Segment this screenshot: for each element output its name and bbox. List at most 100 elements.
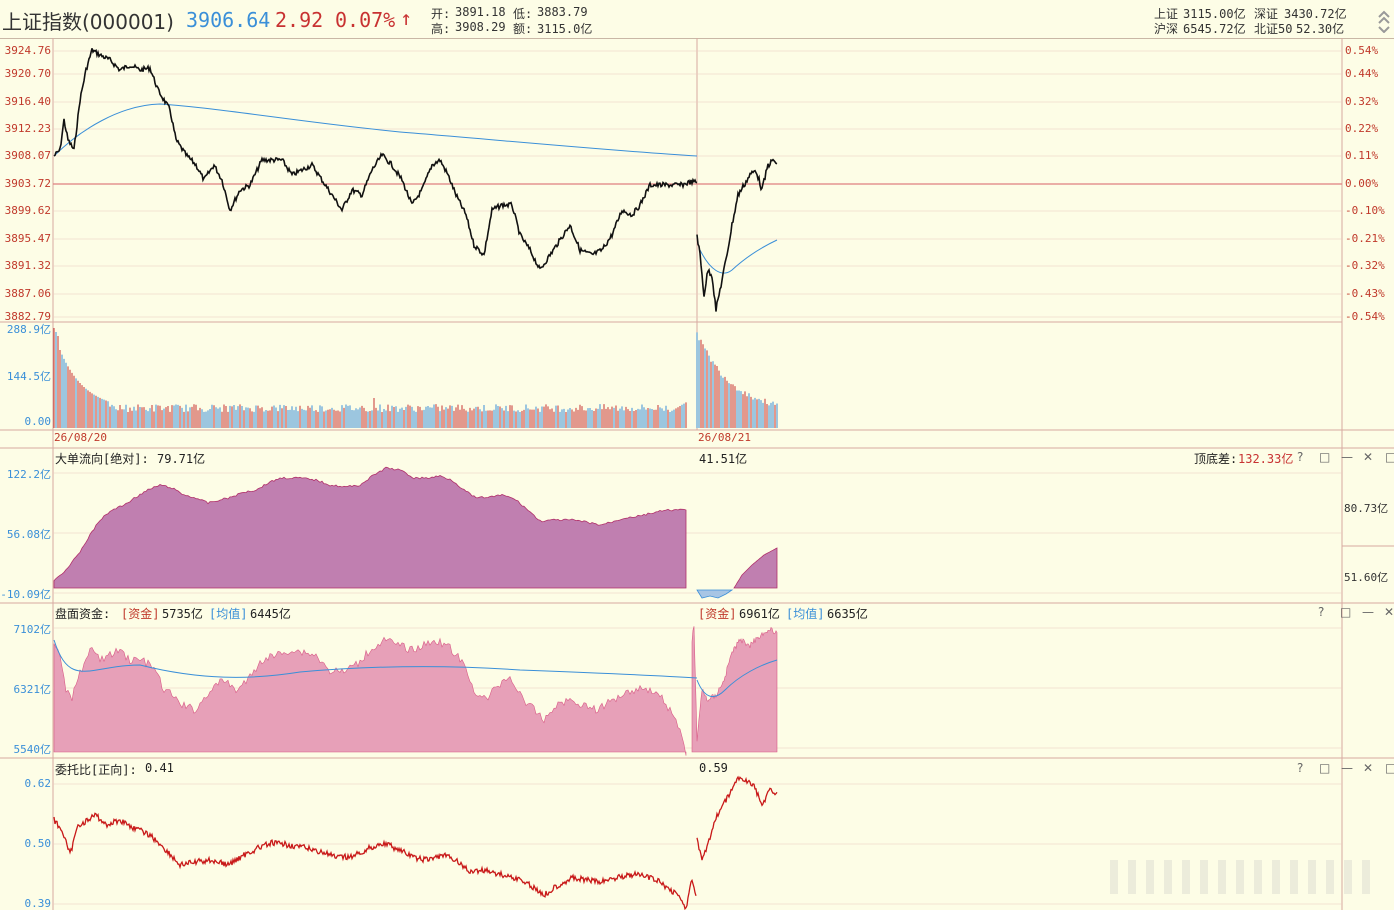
capital-fund-value: 5735亿 [162,607,203,621]
axis-tick-label: 0.62 [24,777,52,790]
capital-avg-tag-2: [均值] [786,607,825,621]
sh-value: 3115.00亿 [1183,7,1246,21]
low-value: 3883.79 [537,5,588,19]
axis-tick-label: 0.22% [1345,122,1379,135]
axis-tick-label: 0.32% [1345,95,1379,108]
bj-value: 52.30亿 [1296,22,1345,36]
maximize-icon[interactable]: □ [1385,450,1394,464]
date-label-1: 26/08/20 [54,431,107,444]
bigorder-area-day2 [733,547,778,589]
capital-avg-tag: [均值] [209,607,248,621]
capital-avg-value-2: 6635亿 [827,607,868,621]
axis-tick-label: -0.21% [1345,232,1385,245]
sh-label: 上证 [1154,7,1179,21]
restore-icon[interactable]: □ [1340,605,1352,619]
capital-avg-line-day2 [696,659,778,698]
low-label: 低: [513,7,533,21]
axis-tick-label: 144.5亿 [6,370,51,383]
price-line-day1 [53,48,698,270]
axis-tick-label: 3903.72 [4,177,51,190]
bigorder-right-axis-2: 51.60亿 [1344,571,1389,584]
axis-tick-label: 3924.76 [4,44,51,57]
bigorder-right-axis-1: 80.73亿 [1344,502,1389,515]
axis-tick-label: 3912.23 [4,122,51,135]
help-icon[interactable]: ? [1297,450,1304,464]
sz-value: 3430.72亿 [1284,7,1347,21]
capital-fund-tag: [资金] [121,607,160,621]
help-icon[interactable]: ? [1318,605,1325,619]
bigorder-negative-area [696,589,734,599]
topbottom-value: 132.33亿 [1238,452,1294,466]
axis-tick-label: 3916.40 [4,95,51,108]
hs-value: 6545.72亿 [1183,22,1246,36]
minimize-icon[interactable]: — [1341,761,1353,775]
axis-tick-label: -10.09亿 [0,588,51,601]
axis-tick-label: 3887.06 [4,287,51,300]
axis-tick-label: 3891.32 [4,259,51,272]
axis-tick-label: -0.54% [1345,310,1385,323]
minimize-icon[interactable]: — [1362,605,1374,619]
capital-fund-tag-2: [资金] [698,607,737,621]
close-icon[interactable]: ✕ [1384,605,1394,619]
help-icon[interactable]: ? [1297,761,1304,775]
axis-tick-label: 0.00% [1345,177,1379,190]
axis-tick-label: 0.44% [1345,67,1379,80]
axis-tick-label: 0.39 [24,897,52,910]
entrust-label: 委托比[正向]: [55,763,137,777]
axis-tick-label: 288.9亿 [6,323,51,336]
price-change: 2.92 [275,8,324,32]
maximize-icon[interactable]: □ [1385,761,1394,775]
bigorder-area-day1 [53,466,687,589]
axis-tick-label: 6321亿 [13,683,52,696]
axis-tick-label: 0.00 [24,415,52,428]
capital-avg-value: 6445亿 [250,607,291,621]
topbottom-label: 顶底差: [1194,452,1238,466]
restore-icon[interactable]: □ [1319,450,1331,464]
up-arrow-icon: ↑ [400,6,413,30]
restore-icon[interactable]: □ [1319,761,1331,775]
high-label: 高: [431,22,451,36]
entrust-line-day1 [53,812,697,910]
capital-label: 盘面资金: [55,607,111,621]
close-icon[interactable]: ✕ [1363,450,1374,464]
axis-tick-label: 3908.07 [4,149,51,162]
entrust-value-2: 0.59 [699,761,728,775]
high-value: 3908.29 [455,20,506,34]
bigorder-value-2: 41.51亿 [699,452,748,466]
minimize-icon[interactable]: — [1341,450,1353,464]
axis-tick-label: 7102亿 [13,623,52,636]
entrust-line-day2 [696,775,778,861]
date-label-2: 26/08/21 [698,431,751,444]
price-change-pct: 0.07% [335,8,396,32]
axis-tick-label: 0.11% [1345,149,1379,162]
price-line-day2 [696,158,778,312]
collapse-toggle-icon[interactable] [1376,5,1392,34]
entrust-value: 0.41 [145,761,174,775]
axis-tick-label: 3899.62 [4,204,51,217]
capital-avg-line-day1 [53,639,698,679]
avg-price-line-day2 [699,239,778,274]
hs-label: 沪深 [1154,22,1179,36]
axis-tick-label: 3920.70 [4,67,51,80]
axis-tick-label: 0.50 [24,837,52,850]
axis-tick-label: 3895.47 [4,232,51,245]
index-title[interactable]: 上证指数(000001) [2,10,174,34]
close-icon[interactable]: ✕ [1363,761,1374,775]
avg-price-line-day1 [53,103,698,157]
amount-label: 额: [513,22,533,36]
capital-area-day2 [691,626,778,753]
quote-header: 上证指数(000001) 3906.64 2.92 0.07% ↑ 开: 389… [0,0,1394,39]
watermark [1110,860,1380,894]
axis-tick-label: 0.54% [1345,44,1379,57]
axis-tick-label: -0.10% [1345,204,1385,217]
sz-label: 深证 [1254,7,1279,21]
open-label: 开: [431,7,451,21]
axis-tick-label: -0.32% [1345,259,1385,272]
axis-tick-label: 56.08亿 [6,528,51,541]
last-price: 3906.64 [186,8,271,32]
bj-label: 北证50 [1254,22,1293,36]
axis-tick-label: 3882.79 [4,310,51,323]
bigorder-label: 大单流向[绝对]: [55,452,149,466]
bigorder-value: 79.71亿 [157,452,206,466]
